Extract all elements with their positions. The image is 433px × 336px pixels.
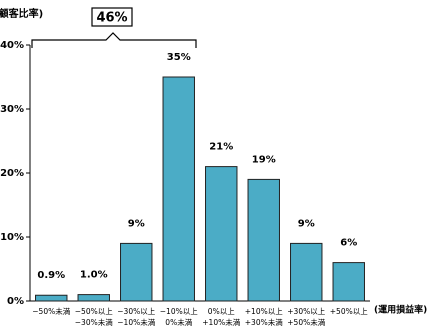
value-label: 35%	[167, 52, 191, 63]
bar	[205, 166, 238, 302]
y-tick-label: 40%	[0, 40, 24, 51]
x-tick-label: +30%以上 +50%未満	[287, 307, 326, 327]
bar	[247, 178, 280, 302]
bar	[35, 294, 68, 302]
x-tick-label-box: −30%以上 −10%未満	[117, 307, 156, 327]
x-tick-label: −10%以上 0%未満	[159, 307, 198, 327]
value-label: 21%	[209, 142, 233, 153]
y-axis-label: (顧客比率)	[0, 7, 43, 20]
value-label: 9%	[128, 218, 145, 229]
x-tick-label: +10%以上 +30%未満	[244, 307, 283, 327]
x-tick-label: −30%以上 −10%未満	[117, 307, 156, 327]
y-tick-label: 10%	[0, 232, 24, 243]
x-tick-label-box: +30%以上 +50%未満	[287, 307, 326, 327]
annotation: 46%	[96, 11, 127, 26]
x-tick-label: −50%以上 −30%未満	[74, 307, 113, 327]
x-tick-label: +50%以上	[329, 307, 368, 316]
y-tick-label: 0%	[7, 296, 24, 307]
value-label: 19%	[252, 154, 276, 165]
x-tick-label-box: +10%以上 +30%未満	[244, 307, 283, 327]
x-tick-label: 0%以上 +10%未満	[202, 307, 241, 327]
bar	[77, 294, 110, 302]
value-label: 9%	[298, 218, 315, 229]
value-label: 0.9%	[37, 270, 65, 281]
x-tick-label: −50%未満	[32, 307, 71, 316]
x-tick-label-box: 0%以上 +10%未満	[202, 307, 241, 327]
y-tick-label: 30%	[0, 104, 24, 115]
value-label: 1.0%	[80, 270, 108, 281]
bracket	[31, 32, 197, 48]
x-tick-label-box: +50%以上	[329, 307, 368, 316]
bar	[162, 76, 195, 302]
bar	[120, 242, 153, 302]
x-tick-label-box: −50%以上 −30%未満	[74, 307, 113, 327]
y-tick-label: 20%	[0, 168, 24, 179]
x-axis-label: (運用損益率)	[374, 304, 427, 316]
x-tick-label-box: −50%未満	[32, 307, 71, 316]
value-label: 6%	[340, 238, 357, 249]
bar	[290, 242, 323, 302]
bar	[332, 262, 365, 302]
x-tick-label-box: −10%以上 0%未満	[159, 307, 198, 327]
annotation-box	[91, 7, 133, 27]
